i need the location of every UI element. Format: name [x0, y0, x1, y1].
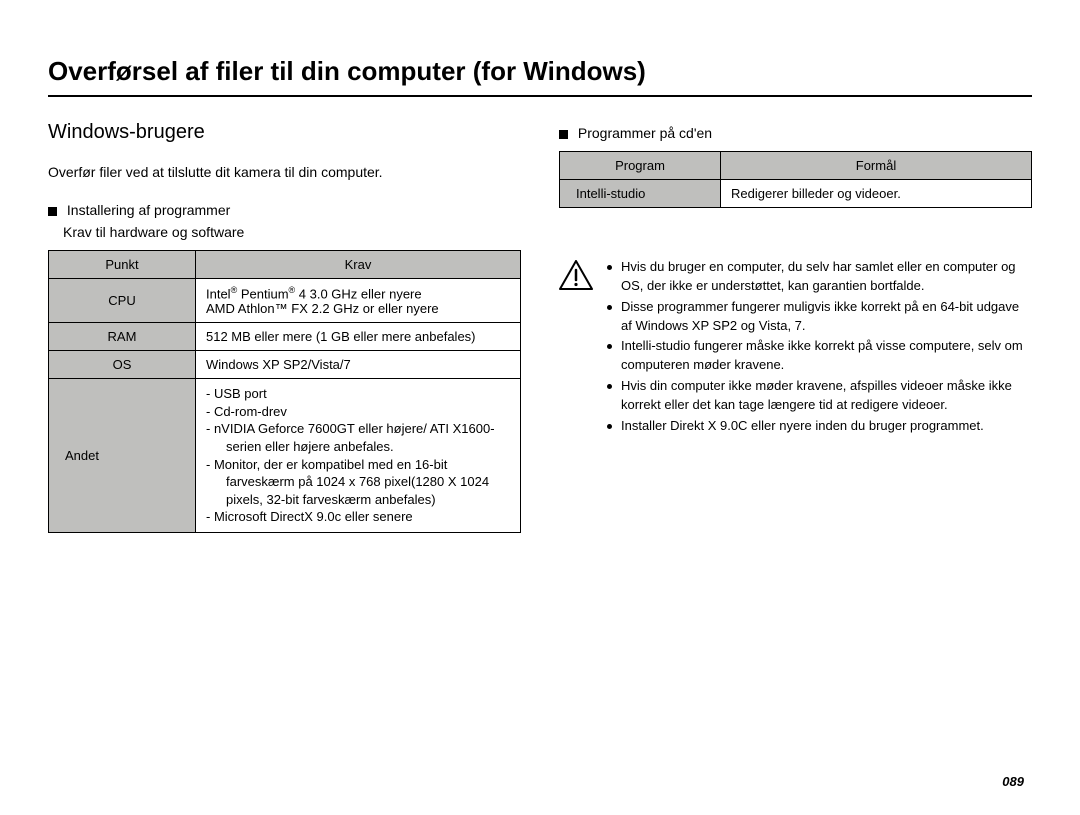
cpu-line1-pre: Intel: [206, 286, 231, 301]
header-krav: Krav: [196, 251, 521, 279]
table-row: Andet - USB port - Cd-rom-drev - nVIDIA …: [49, 379, 521, 532]
cpu-line2: AMD Athlon™ FX 2.2 GHz or eller nyere: [206, 301, 439, 316]
list-item-cont: serien eller højere anbefales.: [216, 438, 510, 456]
cell-andet-value: - USB port - Cd-rom-drev - nVIDIA Geforc…: [196, 379, 521, 532]
list-item: Disse programmer fungerer muligvis ikke …: [607, 298, 1032, 336]
programs-table: Program Formål Intelli-studio Redigerer …: [559, 151, 1032, 208]
bullet-square-icon: [559, 130, 568, 139]
requirements-table: Punkt Krav CPU Intel® Pentium® 4 3.0 GHz…: [48, 250, 521, 533]
warning-icon: [559, 260, 593, 438]
list-item: Installer Direkt X 9.0C eller nyere inde…: [607, 417, 1032, 436]
list-item-cont: pixels, 32-bit farveskærm anbefales): [216, 491, 510, 509]
list-item: - Monitor, der er kompatibel med en 16-b…: [206, 456, 510, 509]
list-item: - nVIDIA Geforce 7600GT eller højere/ AT…: [206, 420, 510, 455]
page-number: 089: [1002, 774, 1024, 789]
page-title: Overførsel af filer til din computer (fo…: [48, 56, 1032, 97]
list-item: Intelli-studio fungerer måske ikke korre…: [607, 337, 1032, 375]
cell-cpu-value: Intel® Pentium® 4 3.0 GHz eller nyere AM…: [196, 279, 521, 323]
andet-list: - USB port - Cd-rom-drev - nVIDIA Geforc…: [206, 385, 510, 525]
section-programs-on-cd: Programmer på cd'en: [559, 125, 1032, 141]
list-item: - Microsoft DirectX 9.0c eller senere: [206, 508, 510, 526]
section-install-label: Installering af programmer: [67, 202, 230, 218]
header-formaal: Formål: [721, 152, 1032, 180]
table-header-row: Program Formål: [560, 152, 1032, 180]
cell-ram-label: RAM: [49, 323, 196, 351]
list-item: Hvis din computer ikke møder kravene, af…: [607, 377, 1032, 415]
header-punkt: Punkt: [49, 251, 196, 279]
table-row: CPU Intel® Pentium® 4 3.0 GHz eller nyer…: [49, 279, 521, 323]
header-program: Program: [560, 152, 721, 180]
cpu-line1-mid: Pentium: [237, 286, 288, 301]
cell-os-label: OS: [49, 351, 196, 379]
intro-text: Overfør filer ved at tilslutte dit kamer…: [48, 164, 521, 180]
bullet-square-icon: [48, 207, 57, 216]
cell-ram-value: 512 MB eller mere (1 GB eller mere anbef…: [196, 323, 521, 351]
table-row: OS Windows XP SP2/Vista/7: [49, 351, 521, 379]
list-item: Hvis du bruger en computer, du selv har …: [607, 258, 1032, 296]
table-row: Intelli-studio Redigerer billeder og vid…: [560, 180, 1032, 208]
cpu-line1-post: 4 3.0 GHz eller nyere: [295, 286, 421, 301]
section-programs-label: Programmer på cd'en: [578, 125, 712, 141]
cell-program-purpose: Redigerer billeder og videoer.: [721, 180, 1032, 208]
list-item-cont: farveskærm på 1024 x 768 pixel(1280 X 10…: [216, 473, 510, 491]
list-item-text: - nVIDIA Geforce 7600GT eller højere/ AT…: [206, 421, 495, 436]
table-row: RAM 512 MB eller mere (1 GB eller mere a…: [49, 323, 521, 351]
subtitle-windows-users: Windows-brugere: [48, 121, 521, 144]
page: Overførsel af filer til din computer (fo…: [0, 0, 1080, 815]
warning-list: Hvis du bruger en computer, du selv har …: [607, 258, 1032, 438]
cell-cpu-label: CPU: [49, 279, 196, 323]
table-header-row: Punkt Krav: [49, 251, 521, 279]
warning-box: Hvis du bruger en computer, du selv har …: [559, 258, 1032, 438]
section-install-programs: Installering af programmer: [48, 202, 521, 218]
section-requirements-label: Krav til hardware og software: [63, 224, 521, 240]
cell-os-value: Windows XP SP2/Vista/7: [196, 351, 521, 379]
list-item-text: - Monitor, der er kompatibel med en 16-b…: [206, 457, 447, 472]
cell-program-name: Intelli-studio: [560, 180, 721, 208]
left-column: Windows-brugere Overfør filer ved at til…: [48, 121, 521, 533]
content-columns: Windows-brugere Overfør filer ved at til…: [48, 121, 1032, 533]
right-column: Programmer på cd'en Program Formål Intel…: [559, 121, 1032, 533]
cell-andet-label: Andet: [49, 379, 196, 532]
list-item: - USB port: [206, 385, 510, 403]
list-item: - Cd-rom-drev: [206, 403, 510, 421]
